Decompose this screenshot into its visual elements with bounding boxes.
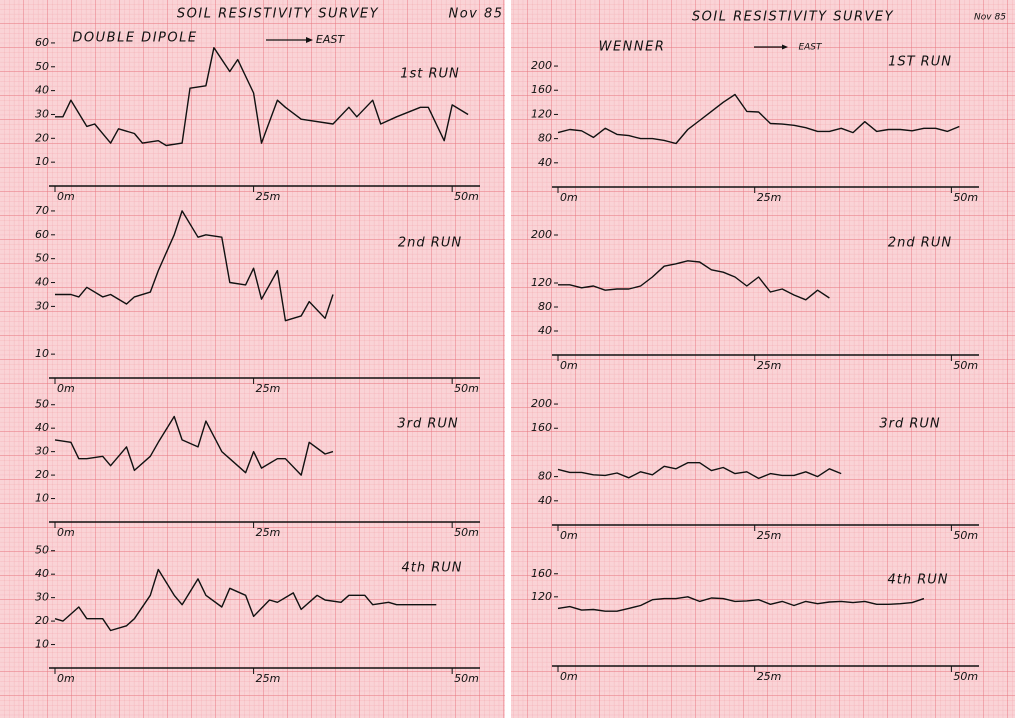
y-tick-label: 10 (35, 492, 49, 505)
y-tick-label: 20 (35, 468, 49, 481)
chart-title: 4th RUN (887, 573, 948, 588)
y-tick-label: 50 (35, 252, 49, 265)
y-tick-label: 120 (531, 276, 552, 289)
x-tick-label: 0m (560, 359, 578, 372)
y-tick-label: 10 (35, 638, 49, 651)
y-tick-label: 20 (35, 614, 49, 627)
y-tick-label: 60 (35, 36, 49, 49)
y-tick-label: 30 (35, 445, 49, 458)
data-line (557, 596, 925, 612)
method: WENNER (599, 40, 666, 55)
x-tick-label: 25m (256, 190, 281, 203)
data-line (557, 462, 842, 480)
data-line (54, 568, 437, 632)
y-tick-label: 40 (35, 421, 49, 434)
y-tick-label: 40 (538, 324, 552, 337)
x-tick-label: 50m (454, 526, 479, 539)
y-tick-label: 160 (531, 567, 552, 580)
x-tick-label: 25m (757, 529, 782, 542)
x-tick-label: 0m (560, 191, 578, 204)
data-line (55, 47, 469, 147)
x-tick-label: 25m (256, 382, 281, 395)
y-tick-label: 40 (35, 84, 49, 97)
y-tick-label: 10 (35, 155, 49, 168)
chart-title: 2nd RUN (398, 236, 462, 251)
x-tick-label: 0m (560, 670, 578, 683)
grid-paper (0, 0, 505, 718)
y-tick-label: 120 (531, 107, 552, 120)
x-tick-label: 0m (57, 382, 75, 395)
sheet-date: Nov 85 (974, 13, 1006, 23)
y-tick-label: 10 (35, 347, 49, 360)
grid-paper (511, 0, 1015, 718)
x-tick-label: 25m (256, 672, 281, 685)
x-tick-label: 0m (57, 190, 75, 203)
y-tick-label: 200 (531, 397, 552, 410)
y-tick-label: 160 (531, 83, 552, 96)
y-tick-label: 50 (35, 544, 49, 557)
y-tick-label: 50 (35, 60, 49, 73)
x-tick-label: 50m (454, 382, 479, 395)
x-tick-label: 25m (757, 191, 782, 204)
y-tick-label: 200 (531, 228, 552, 241)
y-tick-label: 40 (538, 494, 552, 507)
x-tick-label: 25m (757, 670, 782, 683)
x-tick-label: 50m (953, 670, 978, 683)
y-tick-label: 40 (35, 567, 49, 580)
direction: EAST (798, 43, 823, 53)
data-line (54, 415, 334, 476)
chart-title: 2nd RUN (888, 236, 952, 251)
y-tick-label: 200 (531, 59, 552, 72)
x-tick-label: 25m (757, 359, 782, 372)
y-tick-label: 40 (538, 156, 552, 169)
y-tick-label: 30 (35, 299, 49, 312)
y-tick-label: 80 (538, 470, 552, 483)
sheet-title: SOIL RESISTIVITY SURVEY (692, 10, 894, 25)
y-tick-label: 30 (35, 107, 49, 120)
chart-title: 1st RUN (400, 67, 460, 82)
chart-title: 4th RUN (401, 561, 462, 576)
y-tick-label: 120 (531, 590, 552, 603)
y-tick-label: 60 (35, 228, 49, 241)
chart-title: 3rd RUN (879, 417, 940, 432)
x-tick-label: 50m (454, 672, 479, 685)
data-line (55, 210, 334, 322)
y-tick-label: 160 (531, 421, 552, 434)
y-tick-label: 50 (35, 398, 49, 411)
data-line (558, 260, 830, 301)
arrow-head (306, 37, 313, 43)
x-tick-label: 50m (454, 190, 479, 203)
x-tick-label: 50m (953, 529, 978, 542)
y-tick-label: 40 (35, 276, 49, 289)
x-tick-label: 0m (57, 672, 75, 685)
direction: EAST (316, 33, 345, 46)
x-tick-label: 0m (560, 529, 578, 542)
x-tick-label: 25m (256, 526, 281, 539)
chart-title: 3rd RUN (397, 417, 458, 432)
method: DOUBLE DIPOLE (72, 31, 197, 46)
y-tick-label: 20 (35, 131, 49, 144)
chart-title: 1ST RUN (888, 55, 952, 70)
arrow-head (782, 44, 788, 50)
sheet-date: Nov 85 (448, 7, 503, 22)
x-tick-label: 0m (57, 526, 75, 539)
y-tick-label: 80 (538, 300, 552, 313)
x-tick-label: 50m (953, 359, 978, 372)
y-tick-label: 80 (538, 132, 552, 145)
data-line (557, 93, 960, 145)
x-tick-label: 50m (953, 191, 978, 204)
y-tick-label: 30 (35, 591, 49, 604)
sheet-title: SOIL RESISTIVITY SURVEY (177, 7, 379, 22)
y-tick-label: 70 (35, 204, 49, 217)
